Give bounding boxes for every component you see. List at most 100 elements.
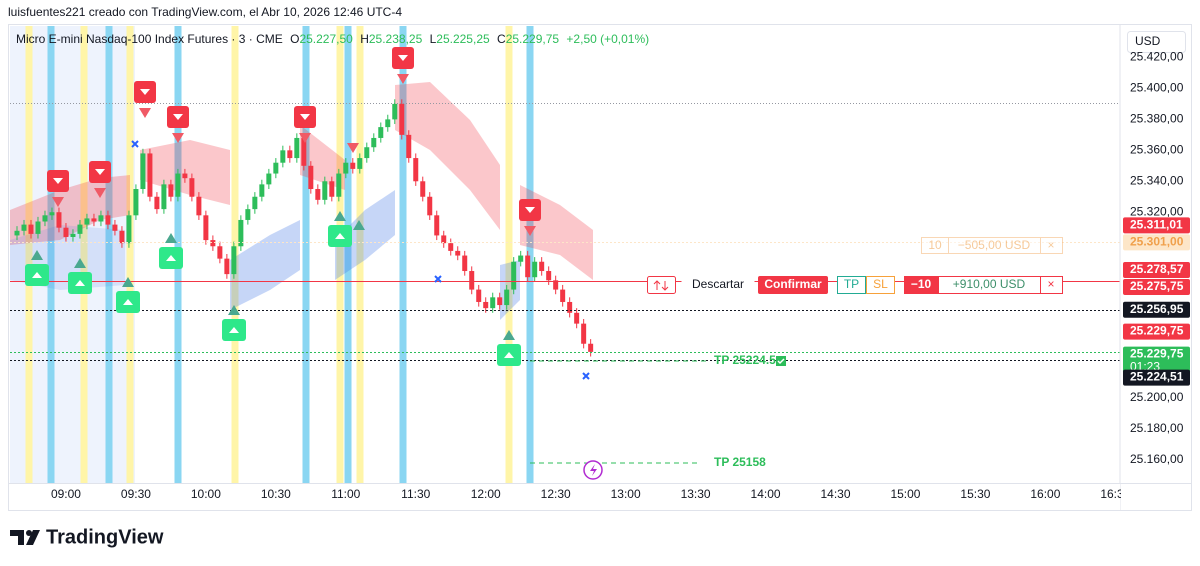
discard-box[interactable] [681,276,755,294]
candle-body [336,173,342,197]
signal-band [47,26,55,483]
check-icon [777,358,785,365]
y-tick-label: 25.320,00 [1130,204,1184,218]
candle-body [245,209,251,220]
candle-body [364,147,370,159]
candle-body [168,184,174,197]
sell-arrow [140,89,150,95]
signal-band [302,26,310,483]
confirm-box[interactable] [758,276,828,294]
price-label-text: 25.229,75 [1130,347,1184,361]
close-box[interactable] [1040,276,1063,294]
close-button[interactable]: × [1047,277,1054,291]
tp-box[interactable] [837,276,866,294]
sell-marker [397,74,409,84]
confirm-button[interactable]: Confirmar [764,277,822,291]
candle-body [497,297,503,306]
candle-body [329,181,335,197]
ohlc-key: O [290,32,299,46]
candle-body [273,162,279,174]
candle-body [581,323,587,344]
candle-body [301,137,307,166]
candle-body [350,162,356,169]
x-axis-bg [9,484,1120,510]
logo-text: TradingView [46,526,164,548]
signal-band [356,26,364,483]
x-tick-label: 16:00 [1030,487,1060,501]
buy-arrow [166,255,176,261]
logo-mark [10,530,24,545]
candle-body [252,196,258,210]
x-tick-label: 12:00 [471,487,501,501]
candle-body [217,246,223,259]
candle-body [546,271,552,281]
price-label-text: 25.301,00 [1130,235,1184,249]
reverse-button[interactable] [647,276,676,294]
x-tick-label: 09:30 [121,487,151,501]
y-tick-label: 25.400,00 [1130,81,1184,95]
currency[interactable]: USD [1135,34,1161,48]
candle-body [385,119,391,128]
sl-button[interactable]: SL [873,277,888,291]
candle-body [133,189,139,216]
change: +2,50 (+0,01%) [566,32,649,46]
candle-body [455,250,461,256]
discard-button[interactable]: Descartar [692,277,744,291]
price-label [1123,369,1190,386]
tp-button[interactable]: TP [844,277,859,291]
price-label-text: 25.311,01 [1130,218,1183,232]
candle-body [35,221,41,234]
candle-body [315,189,321,200]
legend: Micro E-mini Nasdaq-100 Index Futures · … [16,32,649,46]
candle-body [567,301,573,313]
price-label [1123,262,1190,279]
candle-body [462,255,468,272]
sell-arrow [173,114,183,120]
reverse-icon [653,280,669,291]
sl-box[interactable] [866,276,895,294]
cross-marker [434,275,442,283]
signal-band [105,26,113,483]
x-tick-label: 15:30 [960,487,990,501]
candle-body [532,261,538,278]
signal-band [80,26,88,483]
ohlc-key: H [360,32,369,46]
candle-body [49,212,55,216]
symbol: Micro E-mini Nasdaq-100 Index Futures · … [16,32,283,46]
candle-body [112,224,118,231]
candle-body [357,158,363,169]
x-tick-label: 09:00 [51,487,81,501]
pnl: +910,00 USD [953,277,1026,291]
chart-frame [8,24,1192,511]
qty: −10 [911,277,932,291]
currency-button[interactable] [1127,31,1186,53]
x-tick-label: 10:00 [191,487,221,501]
sell-marker [52,197,64,207]
price-label [1123,346,1190,375]
sell-marker [347,143,359,153]
price-label-text: 25.224,51 [1130,370,1184,384]
resistance-cloud [395,82,500,230]
bolt [590,464,597,476]
buy-marker [74,258,86,268]
cross-marker [582,372,590,380]
sell-marker [139,108,151,118]
close-button[interactable]: × [1047,238,1054,252]
close-box[interactable] [1040,237,1063,254]
sell-arrow [300,114,310,120]
candle-body [574,312,580,324]
candle-body [441,235,447,244]
signal-band [399,26,407,483]
price-label-text: 25.278,57 [1130,262,1184,276]
sell-arrow [525,207,535,213]
buy-marker [353,220,365,230]
candle-body [63,227,69,237]
candle-body [280,150,286,163]
candle-body [308,165,314,190]
candle-body [560,289,566,302]
candle-body [588,343,594,352]
candle-body [189,178,195,197]
signal-band [526,26,534,483]
tp-line: TP 25158 [530,455,766,480]
